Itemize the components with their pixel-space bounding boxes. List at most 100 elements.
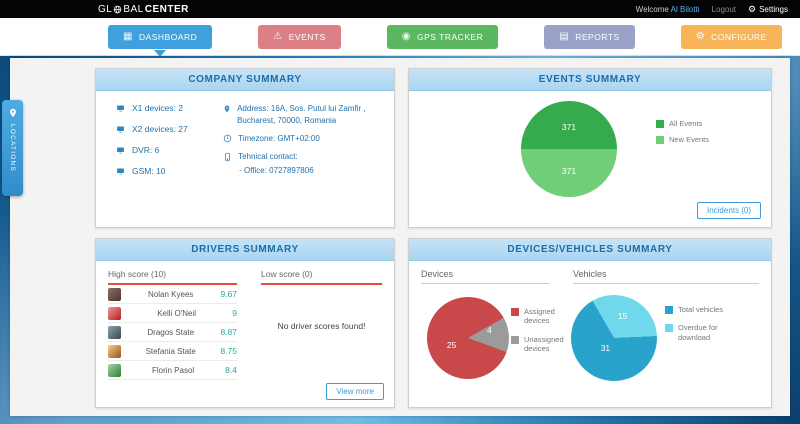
high-score-column: High score (10) Nolan Kyees 9.67 Kelli O… xyxy=(108,269,245,408)
logout-link[interactable]: Logout xyxy=(711,4,737,14)
phone-icon xyxy=(225,152,230,162)
drivers-summary-body: High score (10) Nolan Kyees 9.67 Kelli O… xyxy=(96,261,394,408)
vehicles-legend: Total vehicles Overdue for download xyxy=(665,305,732,342)
driver-row: Nolan Kyees 9.67 xyxy=(108,285,237,304)
globe-icon xyxy=(114,5,122,13)
address-text: Address: 16A, Sos. Putul lui Zamfir , Bu… xyxy=(237,104,366,125)
logo-text-bold: CENTER xyxy=(144,3,189,15)
company-summary-panel: COMPANY SUMMARY X1 devices: 2 X2 devices… xyxy=(95,68,395,228)
nav-label: REPORTS xyxy=(575,31,620,42)
driver-row: Dragos State 8.87 xyxy=(108,323,237,342)
nav-label: EVENTS xyxy=(288,31,326,42)
legend-item: New Events xyxy=(656,135,710,145)
driver-row: Stefania State 8.75 xyxy=(108,342,237,361)
pie-slice-value: 4 xyxy=(486,324,492,335)
driver-score: 8.4 xyxy=(225,365,237,375)
settings-icon: ⚙ xyxy=(748,3,757,14)
locations-tab-label: LOCATIONS xyxy=(9,124,16,172)
events-legend: All Events New Events xyxy=(656,119,709,145)
driver-avatar xyxy=(108,344,121,358)
device-count-text: GSM: 10 xyxy=(132,166,166,176)
view-more-button[interactable]: View more xyxy=(326,383,384,400)
devices-section: Devices 25 4 Assigned devices Unassigned… xyxy=(409,261,564,408)
devices-pie-chart: 25 4 xyxy=(427,297,509,379)
device-counts-list: X1 devices: 2 X2 devices: 27 DVR: 6 GSM:… xyxy=(108,103,223,187)
driver-name: Dragos State xyxy=(147,327,195,337)
report-icon: ▤ xyxy=(559,31,570,42)
pie-slice-value: 15 xyxy=(617,310,628,321)
devices-vehicles-summary-panel: DEVICES/VEHICLES SUMMARY Devices 25 4 As… xyxy=(408,238,772,408)
devices-vehicles-summary-title: DEVICES/VEHICLES SUMMARY xyxy=(409,239,771,261)
welcome-prefix: Welcome xyxy=(635,4,669,14)
map-pin-icon xyxy=(224,105,230,113)
driver-avatar xyxy=(108,325,121,339)
clock-icon xyxy=(223,134,232,143)
device-count-text: X1 devices: 2 xyxy=(132,103,184,113)
driver-name: Stefania State xyxy=(145,346,196,356)
driver-score: 8.75 xyxy=(220,346,237,356)
legend-swatch xyxy=(665,324,674,333)
settings-label: Settings xyxy=(759,4,788,14)
pie-slice-value: 371 xyxy=(561,121,577,132)
driver-row: Florin Pasol 8.4 xyxy=(108,361,237,380)
driver-name: Florin Pasol xyxy=(151,365,195,375)
driver-score: 9.67 xyxy=(220,289,237,299)
legend-swatch xyxy=(656,136,664,145)
device-icon xyxy=(117,168,124,174)
warning-icon: ⚠ xyxy=(273,31,283,42)
device-count-text: DVR: 6 xyxy=(132,145,160,155)
legend-item: Unassigned devices xyxy=(511,335,564,354)
settings-link[interactable]: ⚙ Settings xyxy=(748,4,788,15)
timezone-text: Timezone: GMT+02:00 xyxy=(238,134,320,143)
locations-side-tab[interactable]: LOCATIONS xyxy=(2,100,23,196)
drivers-summary-title: DRIVERS SUMMARY xyxy=(96,239,394,261)
vehicles-section-header: Vehicles xyxy=(573,269,759,284)
legend-label: Unassigned devices xyxy=(524,334,564,354)
incidents-button[interactable]: Incidents (0) xyxy=(696,202,761,219)
dashboard-icon: ▦ xyxy=(123,31,133,42)
empty-low-scores-message: No driver scores found! xyxy=(277,321,366,331)
gear-icon: ⚙ xyxy=(695,31,706,42)
legend-swatch xyxy=(665,306,674,314)
devices-section-header: Devices xyxy=(421,269,550,284)
nav-tab-events[interactable]: ⚠ EVENTS xyxy=(258,24,341,49)
driver-name: Nolan Kyees xyxy=(148,289,194,299)
legend-label: New Events xyxy=(669,135,710,145)
device-icon xyxy=(117,105,124,111)
legend-label: Total vehicles xyxy=(678,305,724,314)
drivers-summary-panel: DRIVERS SUMMARY High score (10) Nolan Ky… xyxy=(95,238,395,408)
legend-item: Assigned devices xyxy=(511,307,564,326)
nav-tab-reports[interactable]: ▤ REPORTS xyxy=(544,24,635,49)
driver-row: Kelli O'Neil 9 xyxy=(108,304,237,323)
device-icon xyxy=(117,126,124,132)
nav-tab-dashboard[interactable]: ▦ DASHBOARD xyxy=(108,24,213,49)
nav-label: CONFIGURE xyxy=(711,31,767,42)
company-info: Address: 16A, Sos. Putul lui Zamfir , Bu… xyxy=(223,103,382,187)
nav-label: GPS TRACKER xyxy=(417,31,484,42)
legend-item: Overdue for download xyxy=(665,323,732,342)
username: Al Bilotti xyxy=(670,4,700,14)
events-pie-chart: 371 371 xyxy=(521,101,617,197)
legend-item: All Events xyxy=(656,119,709,128)
welcome-text: Welcome Al Bilotti xyxy=(636,5,700,14)
main-background: LOCATIONS COMPANY SUMMARY X1 devices: 2 … xyxy=(0,56,800,424)
device-count-text: X2 devices: 27 xyxy=(132,124,188,134)
legend-swatch xyxy=(511,308,519,316)
pie-slice-value: 25 xyxy=(446,339,457,350)
legend-label: All Events xyxy=(669,119,703,128)
contact-row: Tehnical contact: xyxy=(223,151,382,163)
contact-office-text: - Office: 0727897806 xyxy=(239,166,314,175)
gps-target-icon: ◉ xyxy=(401,31,412,42)
list-item: X1 devices: 2 xyxy=(116,103,223,113)
devices-vehicles-body: Devices 25 4 Assigned devices Unassigned… xyxy=(409,261,771,408)
vehicles-section: Vehicles 15 31 Total vehicles Overdue fo… xyxy=(561,261,771,408)
timezone-row: Timezone: GMT+02:00 xyxy=(223,133,382,145)
pie-slice-value: 371 xyxy=(561,166,577,177)
topbar: GL BAL CENTER Welcome Al Bilotti Logout ⚙… xyxy=(0,0,800,18)
devices-legend: Assigned devices Unassigned devices xyxy=(511,307,564,354)
nav-tab-configure[interactable]: ⚙ CONFIGURE xyxy=(680,24,782,49)
driver-score: 9 xyxy=(232,308,237,318)
nav-tab-gps-tracker[interactable]: ◉ GPS TRACKER xyxy=(386,24,499,49)
legend-swatch xyxy=(511,335,519,344)
pie-slice-value: 31 xyxy=(600,343,611,354)
